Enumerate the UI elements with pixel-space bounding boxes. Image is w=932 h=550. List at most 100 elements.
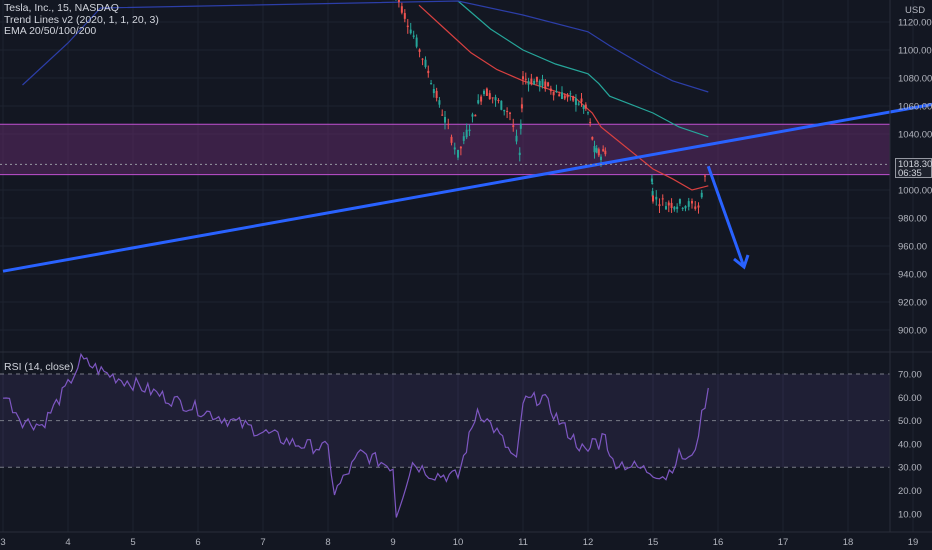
- candle-body: [580, 98, 583, 102]
- candle-body: [681, 207, 684, 209]
- candle-body: [655, 196, 658, 200]
- candle-body: [684, 205, 687, 209]
- candle-body: [418, 49, 421, 52]
- candle-body: [421, 58, 424, 60]
- candle-body: [520, 104, 523, 109]
- candle-body: [600, 156, 602, 161]
- candle-body: [552, 91, 555, 96]
- candle-body: [538, 81, 541, 87]
- ema-line: [457, 0, 709, 138]
- trend-line: [2, 102, 932, 273]
- candle-body: [555, 91, 558, 93]
- price-tick-label: 1080.00: [898, 74, 932, 85]
- candle-body: [535, 76, 538, 82]
- rsi-band: [0, 374, 890, 468]
- candle-body: [424, 59, 427, 67]
- candle-body: [697, 205, 700, 208]
- candle-body: [435, 90, 438, 98]
- last-price: 1018.30: [898, 159, 932, 170]
- price-pane[interactable]: [0, 0, 932, 532]
- ema-line: [22, 0, 709, 93]
- candle-body: [577, 103, 580, 105]
- chart-legend: Tesla, Inc., 15, NASDAQ Trend Lines v2 (…: [4, 2, 159, 38]
- candle-body: [678, 199, 681, 204]
- price-tick-label: 900.00: [898, 326, 927, 337]
- time-tick-label: 11: [518, 537, 528, 548]
- candle-body: [652, 195, 654, 202]
- candle-body: [544, 81, 547, 89]
- price-tick-label: 920.00: [898, 298, 927, 309]
- candle-body: [415, 37, 418, 47]
- candle-body: [432, 88, 435, 94]
- candle-body: [582, 105, 585, 109]
- candle-body: [667, 202, 670, 206]
- projection-arrow-shaft: [706, 165, 746, 268]
- candle-body: [533, 80, 536, 85]
- candle-body: [589, 121, 592, 123]
- candle-body: [491, 97, 494, 99]
- candle-body: [447, 123, 450, 125]
- time-tick-label: 19: [908, 537, 919, 548]
- candle-body: [403, 13, 406, 19]
- candle-body: [597, 149, 600, 156]
- candle-body: [670, 202, 673, 208]
- price-tick-label: 1120.00: [898, 18, 932, 29]
- currency-label: USD: [905, 5, 926, 16]
- candle-body: [465, 129, 468, 138]
- candle-body: [704, 175, 706, 177]
- candle-body: [406, 25, 409, 28]
- price-tick-label: 960.00: [898, 242, 927, 253]
- rsi-tick-label: 20.00: [898, 486, 922, 497]
- candle-body: [518, 152, 521, 156]
- candle-body: [519, 123, 522, 129]
- candle-body: [602, 149, 605, 152]
- candle-body: [474, 114, 477, 117]
- time-tick-label: 18: [843, 537, 854, 548]
- candle-body: [400, 6, 403, 13]
- candle-body: [563, 95, 566, 99]
- price-tick-label: 940.00: [898, 270, 927, 281]
- candle-body: [450, 136, 453, 143]
- candle-body: [604, 150, 607, 155]
- time-tick-label: 12: [583, 537, 594, 548]
- candle-body: [549, 88, 552, 92]
- rsi-pane[interactable]: [0, 352, 890, 518]
- candle-body: [593, 146, 596, 153]
- candle-body: [527, 81, 530, 85]
- candle-body: [468, 129, 471, 132]
- price-tick-label: 980.00: [898, 214, 927, 225]
- candle-body: [409, 29, 412, 34]
- candle-body: [524, 78, 527, 80]
- candle-body: [444, 117, 446, 123]
- candle-body: [430, 83, 433, 85]
- indicator-ema[interactable]: EMA 20/50/100/200: [4, 25, 97, 37]
- time-tick-label: 3: [0, 537, 5, 548]
- candle-body: [459, 146, 462, 149]
- candle-body: [661, 198, 664, 200]
- time-tick-label: 8: [325, 537, 330, 548]
- rsi-tick-label: 50.00: [898, 416, 922, 427]
- rsi-legend[interactable]: RSI (14, close): [4, 361, 74, 373]
- price-tick-label: 1040.00: [898, 130, 932, 141]
- candle-body: [566, 94, 569, 98]
- candle-body: [561, 92, 563, 99]
- candle-body: [441, 114, 444, 116]
- rsi-tick-label: 10.00: [898, 509, 922, 520]
- candle-body: [427, 70, 430, 74]
- candle-body: [412, 35, 415, 37]
- time-tick-label: 5: [130, 537, 135, 548]
- price-tick-label: 1000.00: [898, 186, 932, 197]
- candle-body: [485, 88, 488, 96]
- candle-body: [691, 201, 693, 204]
- price-tick-label: 1060.00: [898, 102, 932, 113]
- candle-body: [587, 112, 589, 114]
- candle-body: [676, 206, 679, 209]
- time-tick-label: 4: [65, 537, 70, 548]
- candle-body: [515, 135, 518, 142]
- indicator-trendlines[interactable]: Trend Lines v2 (2020, 1, 1, 20, 3): [4, 13, 159, 26]
- candle-body: [503, 109, 506, 112]
- time-tick-label: 9: [390, 537, 395, 548]
- candle-body: [658, 204, 661, 207]
- time-tick-label: 10: [453, 537, 464, 548]
